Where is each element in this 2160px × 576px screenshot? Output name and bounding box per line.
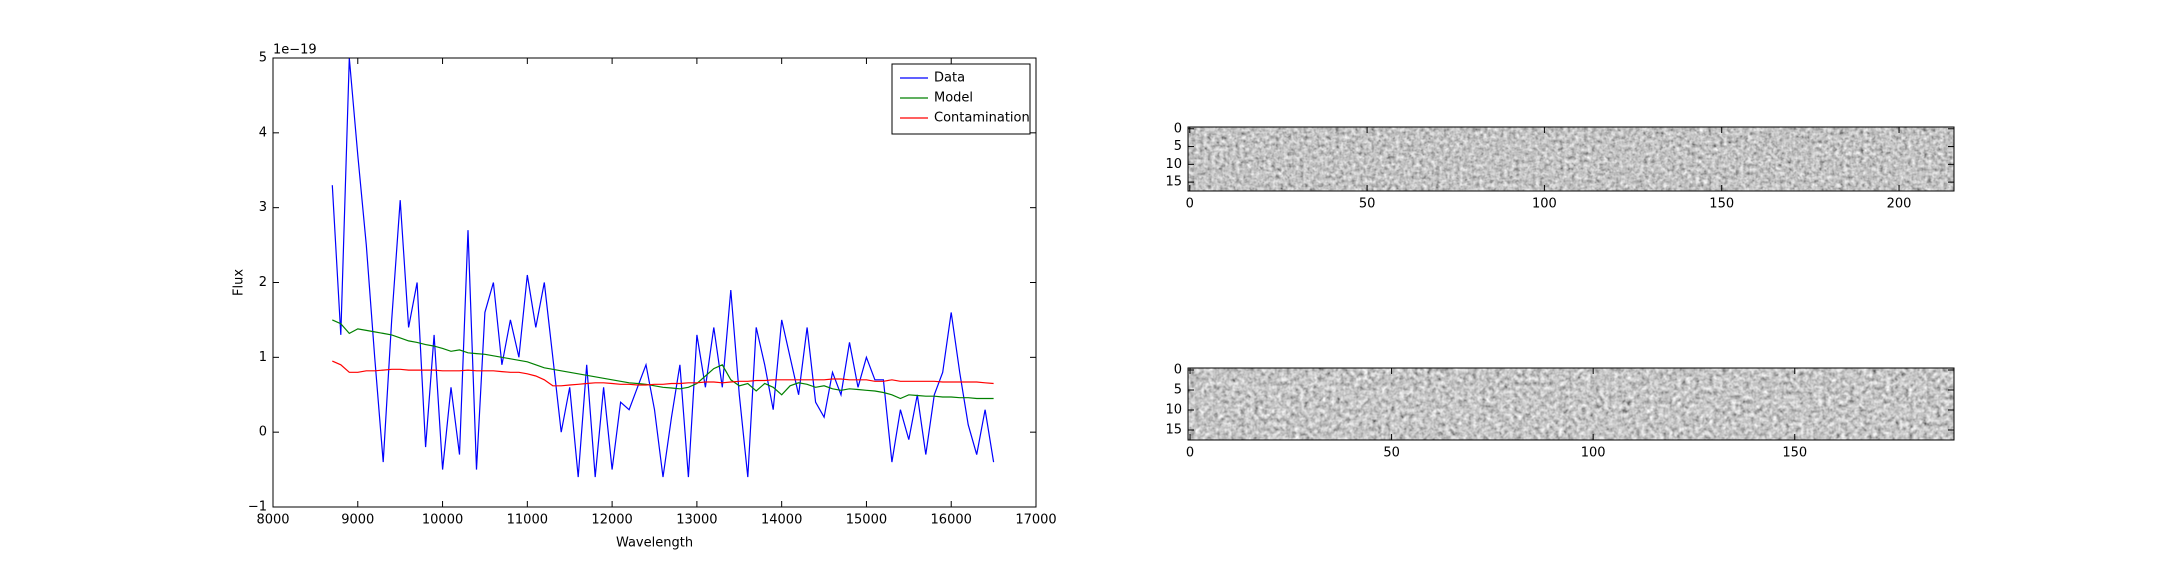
x-tick-label: 150 (1782, 446, 1807, 461)
offset-text: 1e−19 (273, 43, 317, 58)
legend-label: Model (934, 91, 973, 106)
x-axis-label: Wavelength (616, 536, 693, 551)
y-tick-label: 10 (1165, 403, 1182, 418)
y-tick-label: −1 (248, 500, 267, 515)
y-tick-label: 0 (1174, 121, 1182, 136)
legend-label: Data (934, 71, 965, 86)
y-tick-label: 4 (259, 125, 267, 140)
x-tick-label: 9000 (341, 513, 374, 528)
x-tick-label: 10000 (422, 513, 463, 528)
x-tick-label: 150 (1709, 197, 1734, 212)
axes-frame (1187, 367, 1955, 441)
series-line (331, 57, 995, 478)
y-tick-label: 3 (259, 200, 267, 215)
x-tick-label: 14000 (761, 513, 802, 528)
y-tick-label: 5 (1174, 383, 1182, 398)
series-line (332, 360, 994, 387)
x-tick-label: 50 (1383, 446, 1400, 461)
axes-frame (1187, 126, 1955, 192)
x-tick-label: 15000 (846, 513, 887, 528)
image-pixels (1188, 127, 1954, 191)
y-tick-label: 15 (1165, 423, 1182, 438)
y-tick-label: 5 (259, 51, 267, 66)
x-tick-label: 12000 (591, 513, 632, 528)
x-tick-label: 13000 (676, 513, 717, 528)
y-tick-label: 0 (1174, 363, 1182, 378)
y-axis-label: Flux (232, 269, 247, 296)
legend-label: Contamination (934, 111, 1030, 126)
x-tick-label: 50 (1359, 197, 1376, 212)
x-tick-label: 0 (1186, 446, 1194, 461)
y-tick-label: 2 (259, 275, 267, 290)
x-tick-label: 11000 (507, 513, 548, 528)
y-tick-label: 10 (1165, 157, 1182, 172)
y-tick-label: 0 (259, 425, 267, 440)
x-tick-label: 8000 (256, 513, 289, 528)
y-tick-label: 15 (1165, 175, 1182, 190)
y-tick-label: 5 (1174, 139, 1182, 154)
x-tick-label: 17000 (1015, 513, 1056, 528)
image-pixels (1188, 368, 1954, 440)
x-tick-label: 100 (1581, 446, 1606, 461)
series-line (332, 319, 994, 400)
x-tick-label: 200 (1887, 197, 1912, 212)
x-tick-label: 100 (1532, 197, 1557, 212)
y-tick-label: 1 (259, 350, 267, 365)
legend-box (891, 63, 1031, 135)
x-tick-label: 16000 (931, 513, 972, 528)
x-tick-label: 0 (1186, 197, 1194, 212)
